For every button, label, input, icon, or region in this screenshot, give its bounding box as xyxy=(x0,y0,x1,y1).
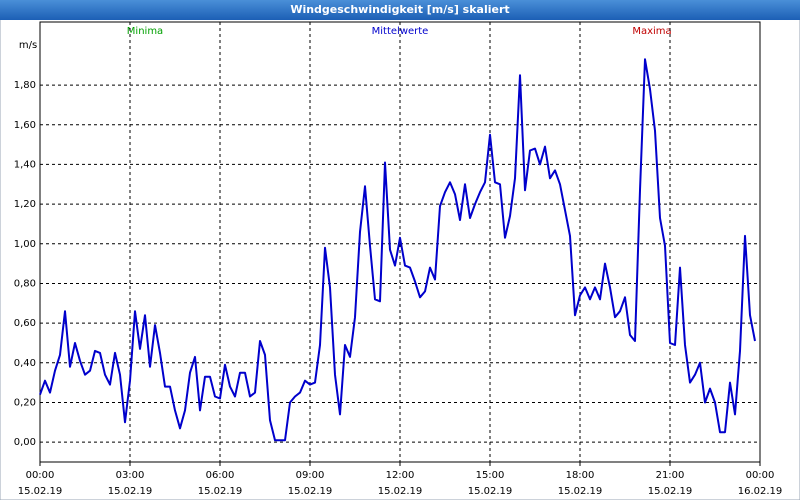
x-tick-label: 03:00 xyxy=(116,470,145,481)
x-tick-date: 15.02.19 xyxy=(648,486,693,497)
x-tick-date: 15.02.19 xyxy=(378,486,423,497)
x-tick-label: 00:00 xyxy=(26,470,55,481)
x-tick-date: 15.02.19 xyxy=(18,486,63,497)
x-tick-label: 06:00 xyxy=(206,470,235,481)
y-tick-label: 0,80 xyxy=(14,278,36,289)
x-tick-label: 00:00 xyxy=(746,470,775,481)
y-tick-label: 1,20 xyxy=(14,199,36,210)
header-label: Maxima xyxy=(632,26,671,37)
y-tick-label: 1,00 xyxy=(14,239,36,250)
x-tick-date: 15.02.19 xyxy=(288,486,333,497)
data-line xyxy=(39,58,756,442)
x-tick-label: 18:00 xyxy=(566,470,595,481)
y-tick-label: 0,60 xyxy=(14,318,36,329)
x-tick-date: 15.02.19 xyxy=(558,486,603,497)
x-tick-date: 16.02.19 xyxy=(738,486,783,497)
x-tick-label: 12:00 xyxy=(386,470,415,481)
x-tick-label: 09:00 xyxy=(296,470,325,481)
x-tick-date: 15.02.19 xyxy=(108,486,153,497)
y-tick-label: 1,80 xyxy=(14,80,36,91)
x-tick-label: 15:00 xyxy=(476,470,505,481)
y-tick-label: 0,00 xyxy=(14,437,36,448)
header-label: Minima xyxy=(127,26,163,37)
x-tick-date: 15.02.19 xyxy=(468,486,513,497)
x-tick-date: 15.02.19 xyxy=(198,486,243,497)
y-tick-label: 0,20 xyxy=(14,397,36,408)
y-tick-label: 0,40 xyxy=(14,358,36,369)
y-tick-label: 1,60 xyxy=(14,120,36,131)
header-label: Mittelwerte xyxy=(372,26,429,37)
title-bar xyxy=(0,0,800,20)
y-unit: m/s xyxy=(19,40,37,51)
y-tick-label: 1,40 xyxy=(14,159,36,170)
chart-title: Windgeschwindigkeit [m/s] skaliert xyxy=(290,3,509,16)
x-tick-label: 21:00 xyxy=(656,470,685,481)
